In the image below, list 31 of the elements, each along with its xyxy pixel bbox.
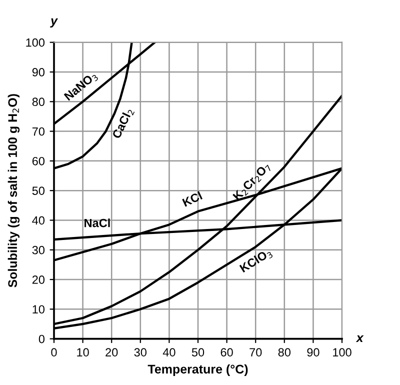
y-tick-label: 20 xyxy=(32,276,45,284)
x-tick-label: 50 xyxy=(192,348,204,356)
text: x xyxy=(356,335,364,342)
series-label: NaCl xyxy=(84,218,110,228)
text: y xyxy=(50,18,58,28)
y-tick-label: 30 xyxy=(32,246,45,254)
x-tick-label: 90 xyxy=(307,348,320,356)
y-tick-label: 40 xyxy=(32,216,45,225)
text: NaNO$_{3}$ xyxy=(64,71,99,102)
x-tick-label: 80 xyxy=(278,348,291,356)
x-tick-label: 20 xyxy=(106,348,118,356)
x-tick-label: 0 xyxy=(51,348,57,356)
x-axis-title: Temperature (°C) xyxy=(148,364,248,376)
y-tick-label: 60 xyxy=(32,156,45,166)
y-tick-label: 70 xyxy=(32,127,45,136)
y-tick-label: 0 xyxy=(38,334,45,344)
text: KClO$_{3}$ xyxy=(239,248,274,274)
y-tick-label: 10 xyxy=(32,305,45,314)
x-tick-label: 70 xyxy=(250,348,262,356)
text: KCl xyxy=(182,191,203,207)
x-tick-label: 40 xyxy=(162,348,176,356)
x-tick-label: 60 xyxy=(220,348,233,356)
y-tick-label: 90 xyxy=(32,68,45,76)
text: CaCl$_{2}$ xyxy=(112,107,135,140)
x-tick-label: 10 xyxy=(77,348,89,356)
y-axis-title: Solubility (g of salt in 100 g H$_{2}$O) xyxy=(8,94,20,288)
x-tick-label: 30 xyxy=(134,348,147,356)
x-tick-label: 100 xyxy=(333,348,352,356)
y-tick-label: 100 xyxy=(26,38,45,47)
y-tick-label: 50 xyxy=(32,186,45,195)
y-tick-label: 80 xyxy=(32,98,45,106)
